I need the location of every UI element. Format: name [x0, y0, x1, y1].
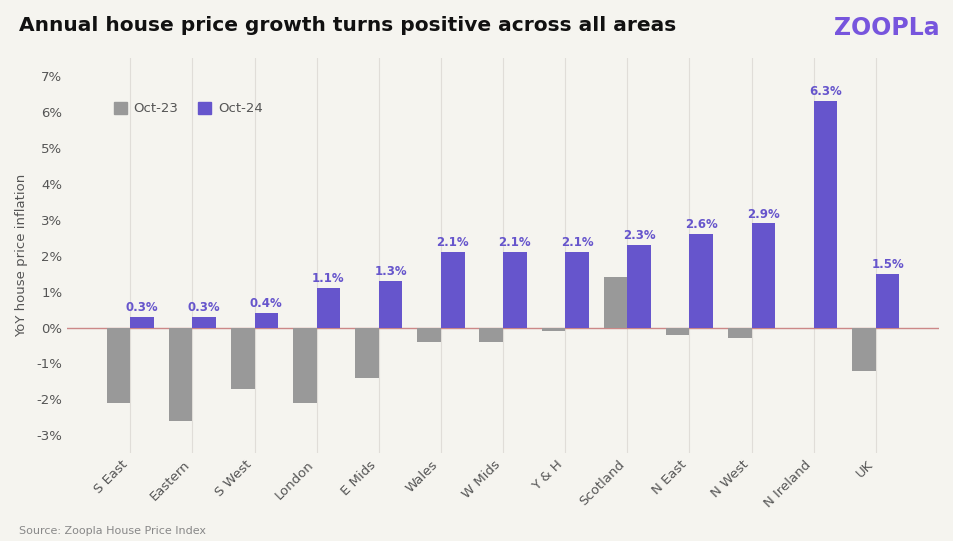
Text: 0.4%: 0.4% [250, 298, 282, 311]
Bar [851, 327, 875, 371]
Bar [541, 327, 564, 331]
Text: 2.6%: 2.6% [684, 219, 717, 232]
Bar [316, 288, 340, 327]
Bar [440, 252, 464, 327]
Bar [502, 252, 526, 327]
Bar [627, 245, 650, 327]
Bar [479, 327, 502, 342]
Bar [665, 327, 689, 335]
Bar [193, 317, 215, 327]
Bar [751, 223, 774, 327]
Bar [254, 313, 278, 327]
Bar [231, 327, 254, 388]
Bar [875, 274, 899, 327]
Bar [813, 101, 837, 327]
Bar [689, 234, 712, 327]
Bar [378, 281, 402, 327]
Text: ZOOPLa: ZOOPLa [833, 16, 939, 40]
Text: 1.5%: 1.5% [870, 258, 903, 271]
Text: Source: Zoopla House Price Index: Source: Zoopla House Price Index [19, 526, 206, 536]
Y-axis label: YoY house price inflation: YoY house price inflation [15, 174, 28, 338]
Text: 0.3%: 0.3% [126, 301, 158, 314]
Bar [727, 327, 751, 338]
Text: 6.3%: 6.3% [808, 85, 841, 98]
Text: 2.1%: 2.1% [436, 236, 469, 249]
Text: 2.1%: 2.1% [560, 236, 593, 249]
Text: 1.3%: 1.3% [374, 265, 407, 278]
Text: 2.9%: 2.9% [746, 208, 779, 221]
Text: 1.1%: 1.1% [312, 272, 344, 285]
Text: 2.1%: 2.1% [498, 236, 531, 249]
Bar [603, 278, 627, 327]
Bar [131, 317, 153, 327]
Text: 2.3%: 2.3% [622, 229, 655, 242]
Text: 0.3%: 0.3% [188, 301, 220, 314]
Bar [564, 252, 588, 327]
Bar [169, 327, 193, 421]
Legend: Oct-23, Oct-24: Oct-23, Oct-24 [109, 96, 268, 121]
Bar [416, 327, 440, 342]
Bar [355, 327, 378, 378]
Text: Annual house price growth turns positive across all areas: Annual house price growth turns positive… [19, 16, 676, 35]
Bar [107, 327, 131, 403]
Bar [293, 327, 316, 403]
